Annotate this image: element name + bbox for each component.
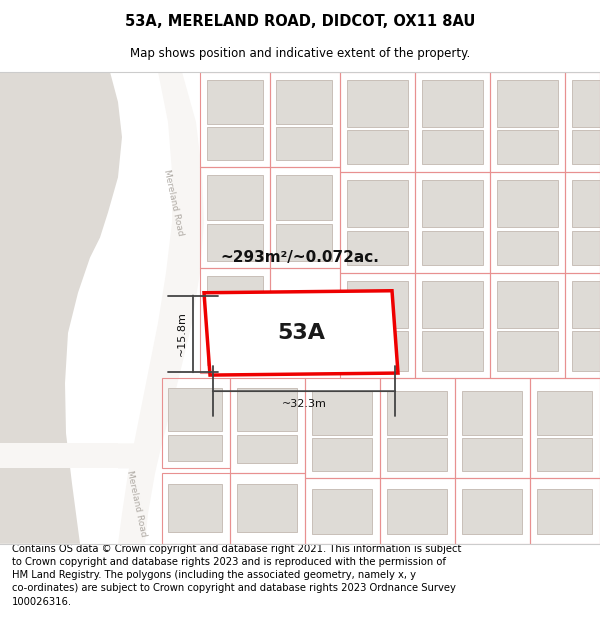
Text: Contains OS data © Crown copyright and database right 2021. This information is : Contains OS data © Crown copyright and d…: [12, 544, 461, 606]
Polygon shape: [422, 281, 483, 328]
Polygon shape: [204, 291, 398, 375]
Polygon shape: [347, 130, 408, 164]
Polygon shape: [347, 80, 408, 127]
Polygon shape: [276, 80, 332, 124]
Polygon shape: [207, 276, 263, 321]
Polygon shape: [497, 80, 558, 127]
Polygon shape: [207, 175, 263, 221]
Polygon shape: [276, 175, 332, 221]
Polygon shape: [168, 388, 222, 431]
Polygon shape: [387, 391, 447, 436]
Polygon shape: [387, 489, 447, 534]
Polygon shape: [0, 443, 118, 469]
Polygon shape: [462, 438, 522, 471]
Polygon shape: [118, 443, 155, 469]
Polygon shape: [537, 489, 592, 534]
Polygon shape: [462, 391, 522, 436]
Polygon shape: [497, 130, 558, 164]
Polygon shape: [207, 325, 263, 365]
Polygon shape: [497, 281, 558, 328]
Polygon shape: [572, 80, 600, 127]
Polygon shape: [237, 388, 297, 431]
Text: Map shows position and indicative extent of the property.: Map shows position and indicative extent…: [130, 48, 470, 61]
Polygon shape: [462, 489, 522, 534]
Polygon shape: [312, 489, 372, 534]
Polygon shape: [207, 224, 263, 261]
Polygon shape: [572, 331, 600, 371]
Polygon shape: [422, 231, 483, 264]
Text: Mereland Road: Mereland Road: [161, 168, 184, 236]
Text: ~32.3m: ~32.3m: [281, 399, 326, 409]
Text: ~15.8m: ~15.8m: [177, 311, 187, 356]
Polygon shape: [168, 484, 222, 532]
Polygon shape: [168, 436, 222, 461]
Polygon shape: [537, 391, 592, 436]
Polygon shape: [347, 231, 408, 264]
Polygon shape: [572, 180, 600, 228]
Polygon shape: [347, 281, 408, 328]
Polygon shape: [387, 438, 447, 471]
Text: Mereland Road: Mereland Road: [125, 469, 148, 538]
Text: 53A: 53A: [277, 323, 325, 343]
Polygon shape: [312, 438, 372, 471]
Polygon shape: [237, 484, 297, 532]
Polygon shape: [497, 231, 558, 264]
Polygon shape: [276, 224, 332, 261]
Polygon shape: [207, 80, 263, 124]
Polygon shape: [572, 281, 600, 328]
Polygon shape: [572, 130, 600, 164]
Text: ~293m²/~0.072ac.: ~293m²/~0.072ac.: [220, 249, 379, 264]
Polygon shape: [0, 72, 122, 544]
Polygon shape: [572, 231, 600, 264]
Polygon shape: [497, 180, 558, 228]
Text: 53A, MERELAND ROAD, DIDCOT, OX11 8AU: 53A, MERELAND ROAD, DIDCOT, OX11 8AU: [125, 14, 475, 29]
Polygon shape: [422, 331, 483, 371]
Polygon shape: [422, 180, 483, 228]
Polygon shape: [207, 127, 263, 160]
Polygon shape: [422, 80, 483, 127]
Polygon shape: [347, 331, 408, 371]
Polygon shape: [347, 180, 408, 228]
Polygon shape: [312, 391, 372, 436]
Polygon shape: [537, 438, 592, 471]
Polygon shape: [276, 127, 332, 160]
Polygon shape: [237, 436, 297, 463]
Polygon shape: [422, 130, 483, 164]
Polygon shape: [118, 72, 204, 544]
Polygon shape: [497, 331, 558, 371]
